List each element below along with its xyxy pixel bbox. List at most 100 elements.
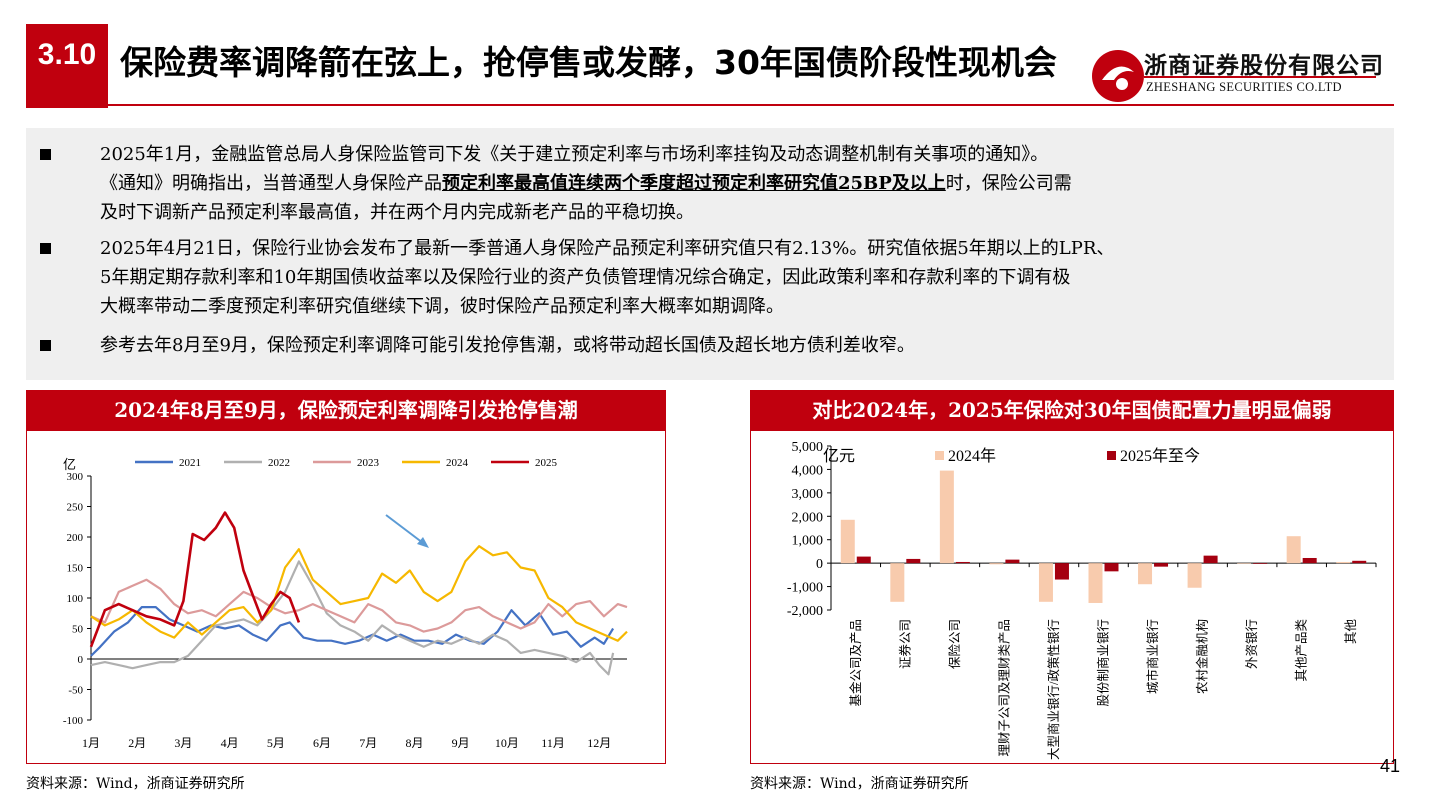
y-tick-label: 50 [72,624,84,636]
bar-2025-4 [1054,563,1069,580]
category-label: 其他产品类 [1295,619,1309,682]
legend-swatch-0 [935,451,944,460]
bullet-1-line-2-end: 时，保险公司需 [945,173,1072,194]
y-tick-label: 0 [78,654,84,666]
y-tick-label: 2,000 [792,510,824,525]
legend-label-1: 2025年至今 [1120,447,1200,465]
category-label: 基金公司及产品 [848,619,863,707]
x-tick-label: 8月 [405,736,423,750]
bar-2025-3 [1005,559,1020,564]
y-axis-unit-label: 亿 [63,457,76,472]
bar-2024-8 [1237,563,1252,564]
y-tick-label: 5,000 [792,440,824,455]
x-tick-label: 11月 [541,736,565,750]
bar-2025-2 [955,561,970,564]
page-title: 保险费率调降箭在弦上，抢停售或发酵，30年国债阶段性现机会 [120,43,1057,82]
legend-label-0: 2024年 [948,447,996,465]
bar-2025-6 [1154,563,1169,567]
series-line-2024 [90,545,628,642]
company-logo-icon [1092,50,1144,102]
x-tick-label: 12月 [587,736,611,750]
bullet-1-line-2-start: 《通知》明确指出，当普通型人身保险产品 [100,173,442,194]
left-panel-title: 2024年8月至9月，保险预定利率调降引发抢停售潮 [26,390,666,430]
y-tick-label: 300 [67,471,84,483]
bullet-2-line-2: 5年期定期存款利率和10年期国债收益率以及保险行业的资产负债管理情况综合确定，因… [100,267,1071,288]
category-label: 大型商业银行/政策性银行 [1046,619,1061,760]
bullet-1-line-3: 及时下调新产品预定利率最高值，并在两个月内完成新老产品的平稳切换。 [100,202,694,223]
bar-2025-8 [1253,563,1268,564]
header-divider [108,104,1394,106]
annotation-arrow-icon [385,514,429,548]
x-tick-label: 9月 [452,736,470,750]
category-label: 其他 [1344,619,1358,645]
bar-2024-3 [989,563,1004,565]
bar-2025-0 [856,556,871,564]
series-line-2022 [90,560,615,676]
category-label: 外资银行 [1245,619,1259,669]
bar-2024-9 [1286,536,1301,564]
bullet-item-3: 参考去年8月至9月，保险预定利率调降可能引发抢停售潮，或将带动超长国债及超长地方… [40,331,1380,360]
summary-bullets: 2025年1月，金融监管总局人身保险监管司下发《关于建立预定利率与市场利率挂钩及… [26,128,1394,380]
bullet-item-2: 2025年4月21日，保险行业协会发布了最新一季普通人身保险产品预定利率研究值只… [40,234,1380,321]
bar-2024-0 [840,519,855,564]
bar-2024-2 [939,470,954,564]
y-tick-label: -1,000 [787,581,823,596]
x-tick-label: 5月 [267,736,285,750]
category-label: 保险公司 [947,619,962,669]
logo-company-name: 浙商证券股份有限公司 [1144,53,1384,79]
x-tick-label: 3月 [174,736,192,750]
category-label: 农村金融机构 [1195,619,1210,694]
bar-chart: -2,000 -1,000 0 1,000 2,000 3,000 4,000 5,000亿元… [787,440,1377,760]
right-source-note: 资料来源：Wind，浙商证券研究所 [750,776,969,792]
bullet-square-icon [40,243,51,254]
bullet-1-line-1: 2025年1月，金融监管总局人身保险监管司下发《关于建立预定利率与市场利率挂钩及… [100,144,1049,165]
bar-2024-5 [1088,563,1103,603]
x-tick-label: 6月 [313,736,331,750]
x-tick-label: 10月 [495,736,519,750]
y-tick-label: 3,000 [792,487,824,502]
bullet-item-1: 2025年1月，金融监管总局人身保险监管司下发《关于建立预定利率与市场利率挂钩及… [40,140,1380,227]
bar-2025-9 [1302,557,1317,564]
bullet-1-emphasis: 预定利率最高值连续两个季度超过预定利率研究值25BP及以上 [442,173,946,194]
bar-2025-10 [1352,560,1367,564]
bullet-2-line-3: 大概率带动二季度预定利率研究值继续下调，彼时保险产品预定利率大概率如期调降。 [100,296,784,317]
y-tick-label: 100 [67,593,84,605]
bullet-3-line-1: 参考去年8月至9月，保险预定利率调降可能引发抢停售潮，或将带动超长国债及超长地方… [100,335,915,356]
y-tick-label: 1,000 [792,534,824,549]
x-tick-label: 2月 [128,736,146,750]
bar-2025-5 [1104,563,1119,572]
logo-divider [1144,76,1376,78]
legend-label-2021: 2021 [179,457,201,469]
bar-2025-1 [906,558,921,564]
y-tick-label: -100 [63,715,84,727]
bar-2024-10 [1336,561,1351,564]
legend-label-2022: 2022 [268,457,290,469]
legend-label-2023: 2023 [357,457,380,469]
x-tick-label: 1月 [82,736,100,750]
y-tick-label: 250 [67,502,84,514]
y-tick-label: 200 [67,532,84,544]
bar-2025-7 [1203,555,1218,564]
y-axis-unit-label: 亿元 [823,447,855,465]
y-tick-label: 4,000 [792,463,824,478]
y-tick-label: -50 [68,685,83,697]
bullet-square-icon [40,340,51,351]
bar-2024-7 [1187,563,1202,588]
category-label: 证券公司 [897,619,912,669]
right-panel-title: 对比2024年，2025年保险对30年国债配置力量明显偏弱 [750,390,1394,430]
right-chart-panel [750,430,1394,764]
page-number: 41 [1380,756,1401,776]
category-label: 理财子公司及理财类产品 [997,619,1011,757]
bar-2024-6 [1138,563,1153,585]
bullet-1-line-2: 《通知》明确指出，当普通型人身保险产品预定利率最高值连续两个季度超过预定利率研究… [100,169,1380,198]
legend-swatch-1 [1107,451,1116,460]
legend-label-2025: 2025 [535,457,558,469]
y-tick-label: 150 [67,563,84,575]
logo-company-english: ZHESHANG SECURITIES CO.LTD [1146,80,1342,94]
category-label: 股份制商业银行 [1096,619,1111,707]
left-source-note: 资料来源：Wind，浙商证券研究所 [26,776,245,792]
x-tick-label: 7月 [359,736,377,750]
series-line-2025 [89,511,301,648]
bar-2024-4 [1038,563,1053,602]
bar-2024-1 [890,563,905,602]
